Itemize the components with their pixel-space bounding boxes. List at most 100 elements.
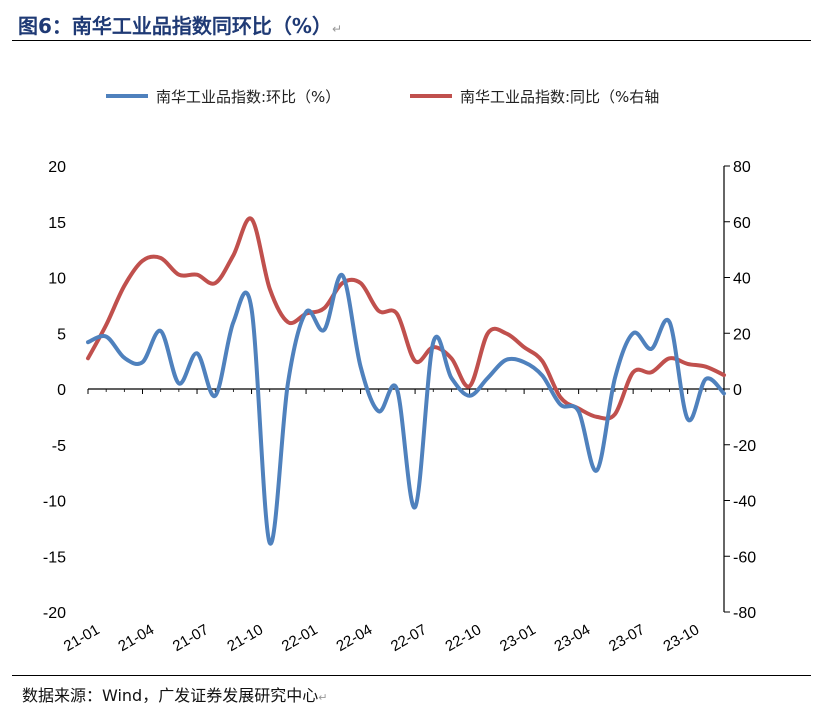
data-point bbox=[178, 383, 179, 384]
data-point bbox=[669, 322, 670, 323]
data-point bbox=[287, 383, 288, 384]
data-point bbox=[614, 377, 615, 378]
data-point bbox=[251, 308, 252, 309]
data-point bbox=[124, 285, 125, 286]
left-tick-label: -10 bbox=[43, 494, 66, 511]
right-tick-label: 0 bbox=[733, 382, 742, 399]
data-point bbox=[524, 347, 525, 348]
data-point bbox=[160, 257, 161, 258]
data-point bbox=[106, 324, 107, 325]
series-line-mom bbox=[86, 273, 726, 546]
series-lines bbox=[86, 216, 726, 546]
x-tick-label: 21-10 bbox=[224, 621, 266, 655]
left-tick-label: 20 bbox=[48, 159, 66, 176]
data-point bbox=[687, 419, 688, 420]
legend-label-mom: 南华工业品指数:环比（%） bbox=[156, 88, 340, 106]
chart-title: 图6：南华工业品指数同环比（%）↵ bbox=[18, 10, 342, 39]
x-tick-label: 21-07 bbox=[170, 621, 212, 655]
data-point bbox=[505, 333, 506, 334]
data-point bbox=[596, 470, 597, 471]
data-point bbox=[469, 386, 470, 387]
left-tick-label: 5 bbox=[57, 326, 66, 343]
right-tick-label: 60 bbox=[733, 215, 751, 232]
data-point bbox=[396, 388, 397, 389]
data-point bbox=[560, 397, 561, 398]
data-point bbox=[451, 358, 452, 359]
data-point bbox=[705, 366, 706, 367]
right-tick-label: -20 bbox=[733, 438, 756, 455]
x-tick-label: 22-01 bbox=[279, 621, 321, 655]
left-tick-label: -15 bbox=[43, 549, 66, 566]
data-point bbox=[215, 283, 216, 284]
x-tick-label: 23-10 bbox=[661, 621, 703, 655]
x-tick-label: 23-04 bbox=[552, 621, 594, 655]
title-rule bbox=[12, 40, 811, 41]
data-point bbox=[269, 542, 270, 543]
data-point bbox=[633, 333, 634, 334]
data-point bbox=[378, 411, 379, 412]
chart-title-text: 图6：南华工业品指数同环比（%） bbox=[18, 14, 332, 38]
right-tick-label: 40 bbox=[733, 271, 751, 288]
left-tick-label: 10 bbox=[48, 271, 66, 288]
data-point bbox=[723, 393, 724, 394]
return-mark-icon: ↵ bbox=[331, 22, 343, 36]
data-point bbox=[324, 308, 325, 309]
data-point bbox=[178, 274, 179, 275]
x-tick-label: 21-01 bbox=[61, 621, 103, 655]
data-point bbox=[651, 348, 652, 349]
data-point bbox=[705, 378, 706, 379]
right-tick-label: -60 bbox=[733, 549, 756, 566]
x-tick-label: 22-10 bbox=[442, 621, 484, 655]
data-point bbox=[196, 274, 197, 275]
legend: 南华工业品指数:环比（%） 南华工业品指数:同比（%右轴 bbox=[106, 88, 659, 106]
data-point bbox=[215, 395, 216, 396]
data-point bbox=[614, 414, 615, 415]
data-point bbox=[505, 359, 506, 360]
data-point bbox=[687, 363, 688, 364]
data-point bbox=[524, 362, 525, 363]
data-point bbox=[360, 283, 361, 284]
right-tick-label: -40 bbox=[733, 494, 756, 511]
data-point bbox=[451, 377, 452, 378]
data-point bbox=[378, 310, 379, 311]
x-tick-label: 22-07 bbox=[388, 621, 430, 655]
series-line-yoy bbox=[86, 216, 726, 421]
right-tick-label: 80 bbox=[733, 159, 751, 176]
data-point bbox=[487, 377, 488, 378]
return-mark-icon: ↵ bbox=[318, 691, 328, 704]
data-point bbox=[651, 372, 652, 373]
left-tick-label: 0 bbox=[57, 382, 66, 399]
data-point bbox=[342, 275, 343, 276]
data-point bbox=[287, 322, 288, 323]
data-point bbox=[142, 260, 143, 261]
source-note: 数据来源：Wind，广发证券发展研究中心↵ bbox=[22, 682, 327, 706]
data-point bbox=[723, 375, 724, 376]
data-point bbox=[342, 283, 343, 284]
data-point bbox=[469, 395, 470, 396]
data-point bbox=[324, 329, 325, 330]
data-point bbox=[306, 312, 307, 313]
data-point bbox=[233, 255, 234, 256]
data-point bbox=[415, 361, 416, 362]
left-tick-label: -5 bbox=[52, 438, 66, 455]
legend-label-yoy: 南华工业品指数:同比（%右轴 bbox=[460, 88, 659, 106]
data-point bbox=[251, 218, 252, 219]
data-point bbox=[196, 353, 197, 354]
data-point bbox=[542, 361, 543, 362]
data-point bbox=[269, 288, 270, 289]
data-point bbox=[542, 375, 543, 376]
x-tick-label: 22-04 bbox=[333, 621, 375, 655]
data-point bbox=[669, 358, 670, 359]
source-text: 数据来源：Wind，广发证券发展研究中心 bbox=[22, 686, 319, 705]
right-tick-label: -80 bbox=[733, 605, 756, 622]
left-tick-label: -20 bbox=[43, 605, 66, 622]
left-tick-label: 15 bbox=[48, 215, 66, 232]
data-point bbox=[633, 372, 634, 373]
data-point bbox=[87, 342, 88, 343]
data-point bbox=[106, 336, 107, 337]
x-tick-label: 23-01 bbox=[497, 621, 539, 655]
data-point bbox=[415, 507, 416, 508]
data-point bbox=[560, 404, 561, 405]
data-point bbox=[124, 357, 125, 358]
